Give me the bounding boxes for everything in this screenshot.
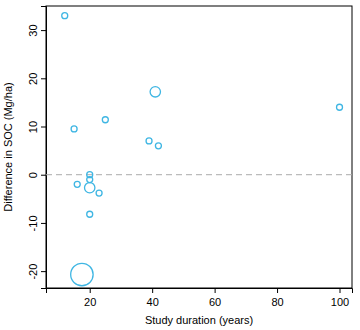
y-tick-label: 30 — [27, 24, 39, 36]
chart: 20 40 60 80 100 -20 -10 0 10 20 30 Study duration (… — [0, 0, 360, 330]
bubble — [71, 126, 77, 132]
y-axis-title: Difference in SOC (Mg/ha) — [2, 82, 14, 211]
x-tick-label: 100 — [331, 296, 349, 308]
y-tick: 20 — [27, 73, 46, 85]
bubble — [62, 13, 68, 19]
x-tick-label: 80 — [271, 296, 283, 308]
bubble — [150, 87, 160, 97]
bubble — [87, 177, 93, 183]
y-tick-mark — [41, 271, 46, 272]
bubble — [337, 104, 343, 110]
y-tick-label: -10 — [27, 215, 39, 231]
y-axis-line — [41, 7, 47, 289]
x-tick: 80 — [271, 288, 283, 308]
y-tick: -10 — [27, 215, 46, 231]
x-tick-label: 20 — [84, 296, 96, 308]
x-tick: 20 — [84, 288, 96, 308]
y-tick-mark — [41, 78, 46, 79]
x-tick: 40 — [147, 288, 159, 308]
bubble — [96, 190, 102, 196]
y-tick-label: 10 — [27, 121, 39, 133]
y-tick: 0 — [27, 172, 46, 178]
x-tick-mark — [277, 288, 278, 293]
reference-line — [46, 174, 352, 175]
bubble — [85, 183, 95, 193]
y-tick-label: -20 — [27, 264, 39, 280]
x-tick: 100 — [331, 288, 349, 308]
y-tick-label: 0 — [27, 172, 39, 178]
x-tick-mark — [215, 288, 216, 293]
plot: 20 40 60 80 100 -20 -10 0 10 20 30 — [27, 6, 353, 308]
bubble — [71, 263, 93, 285]
y-tick-mark — [41, 30, 46, 31]
y-tick-label: 20 — [27, 73, 39, 85]
x-tick-label: 60 — [209, 296, 221, 308]
x-tick: 60 — [209, 288, 221, 308]
y-tick: 30 — [27, 24, 46, 36]
bubble — [102, 117, 108, 123]
y-tick-mark — [41, 175, 46, 176]
plot-frame — [46, 6, 352, 288]
y-tick-mark — [41, 127, 46, 128]
x-axis: 20 40 60 80 100 — [47, 288, 353, 308]
x-tick-mark — [90, 288, 91, 293]
x-axis-title: Study duration (years) — [145, 314, 253, 326]
x-axis-line — [47, 289, 353, 294]
y-tick: 10 — [27, 121, 46, 133]
y-tick-mark — [41, 223, 46, 224]
bubble — [87, 211, 93, 217]
x-tick-mark — [152, 288, 153, 293]
y-tick: -20 — [27, 264, 46, 280]
data-area — [46, 13, 352, 286]
x-tick-mark — [340, 288, 341, 293]
y-axis: -20 -10 0 10 20 30 — [27, 7, 47, 289]
bubble — [74, 181, 80, 187]
bubble — [155, 143, 161, 149]
bubble — [146, 138, 152, 144]
x-tick-label: 40 — [147, 296, 159, 308]
